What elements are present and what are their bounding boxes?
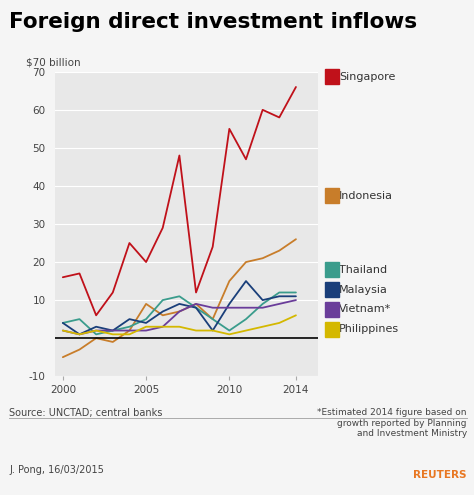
Text: Singapore: Singapore — [339, 72, 395, 82]
Text: Indonesia: Indonesia — [339, 191, 393, 200]
Text: *Estimated 2014 figure based on
growth reported by Planning
and Investment Minis: *Estimated 2014 figure based on growth r… — [318, 408, 467, 438]
Text: Source: UNCTAD; central banks: Source: UNCTAD; central banks — [9, 408, 163, 418]
Text: Malaysia: Malaysia — [339, 285, 388, 295]
Text: J. Pong, 16/03/2015: J. Pong, 16/03/2015 — [9, 465, 104, 475]
Text: Foreign direct investment inflows: Foreign direct investment inflows — [9, 12, 418, 32]
Text: REUTERS: REUTERS — [413, 470, 467, 480]
Text: $70 billion: $70 billion — [26, 57, 80, 67]
Text: Thailand: Thailand — [339, 265, 387, 275]
Text: Vietnam*: Vietnam* — [339, 304, 391, 314]
Text: Philippines: Philippines — [339, 324, 399, 334]
